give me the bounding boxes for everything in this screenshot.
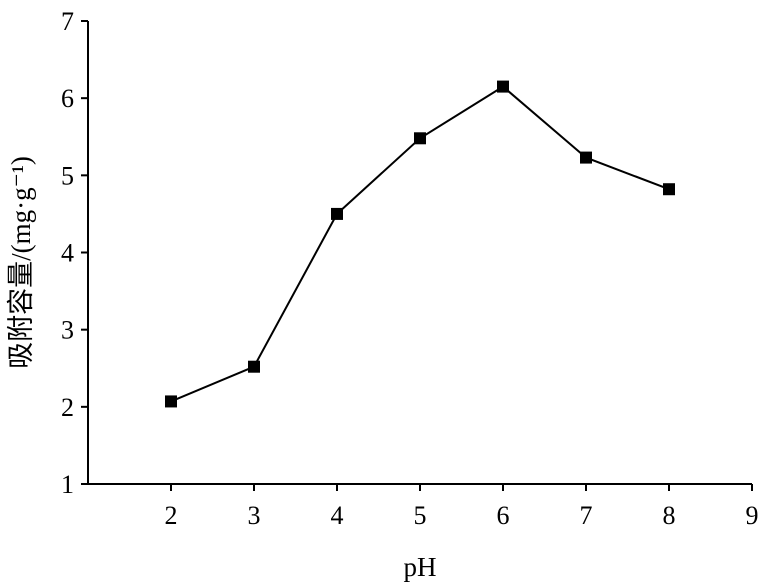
x-axis-title: pH <box>404 552 437 582</box>
x-tick-label: 3 <box>248 501 261 530</box>
y-tick-label: 5 <box>61 161 74 190</box>
axes <box>87 21 752 485</box>
y-tick-label: 6 <box>61 84 74 113</box>
x-tick-label: 9 <box>746 501 759 530</box>
x-tick-label: 6 <box>497 501 510 530</box>
plot-series <box>165 80 675 408</box>
data-point-marker <box>497 80 509 93</box>
x-tick-label: 5 <box>414 501 427 530</box>
x-ticks: 2 3 4 5 6 7 8 9 <box>165 484 759 530</box>
data-point-marker <box>248 360 260 373</box>
y-ticks: 1 2 3 4 5 6 7 <box>61 7 88 499</box>
y-tick-label: 1 <box>61 470 74 499</box>
data-point-marker <box>663 183 675 196</box>
x-tick-label: 2 <box>165 501 178 530</box>
data-point-marker <box>580 151 592 164</box>
x-tick-label: 8 <box>663 501 676 530</box>
data-point-marker <box>331 207 343 220</box>
y-tick-label: 3 <box>61 316 74 345</box>
x-tick-label: 7 <box>580 501 593 530</box>
y-axis-title: 吸附容量/(mg·g⁻¹) <box>6 156 36 369</box>
data-point-marker <box>165 395 177 408</box>
y-tick-label: 4 <box>61 239 74 268</box>
y-tick-label: 7 <box>61 7 74 36</box>
data-point-marker <box>414 132 426 145</box>
x-tick-label: 4 <box>331 501 344 530</box>
y-tick-label: 2 <box>61 393 74 422</box>
